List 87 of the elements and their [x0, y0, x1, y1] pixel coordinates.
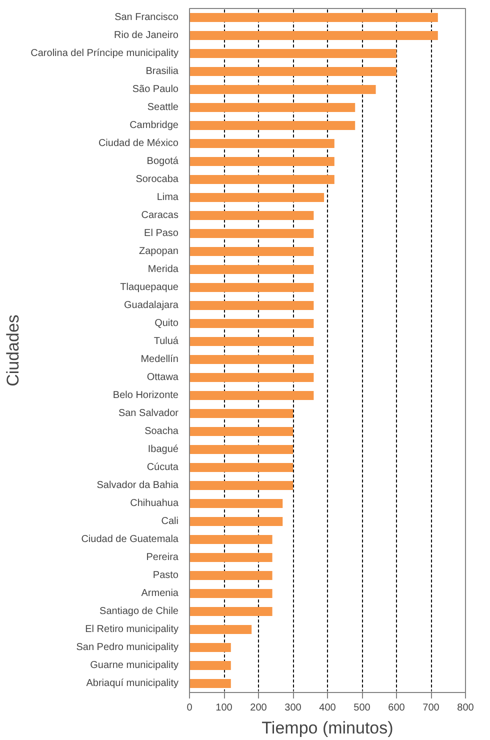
bar — [190, 157, 334, 166]
bar — [190, 373, 314, 382]
bar — [190, 193, 324, 202]
bar — [190, 553, 272, 562]
y-tick-label: San Francisco — [114, 12, 179, 23]
y-tick-label: Abriaquí municipality — [86, 678, 178, 689]
x-tick-label: 0 — [186, 702, 193, 714]
y-tick-label: Ibagué — [148, 444, 179, 455]
bar — [190, 103, 356, 112]
bar — [190, 517, 283, 526]
y-tick-label: Brasilia — [146, 66, 179, 77]
y-tick-label: Pasto — [152, 570, 179, 581]
bar — [190, 643, 231, 652]
y-tick-label: Pereira — [146, 552, 179, 563]
y-tick-label: El Retiro municipality — [85, 624, 179, 635]
bar — [190, 355, 314, 364]
y-tick-label: Bogotá — [146, 156, 179, 167]
y-tick-label: Tuluá — [154, 336, 179, 347]
bar — [190, 49, 396, 58]
y-tick-label: Ciudad de Guatemala — [81, 534, 179, 545]
x-tick-label: 200 — [250, 702, 268, 714]
y-tick-label: Medellín — [140, 354, 179, 365]
x-tick-label: 100 — [216, 702, 233, 714]
y-tick-label: Salvador da Bahia — [96, 480, 179, 491]
bar — [190, 589, 272, 598]
bar — [190, 319, 314, 328]
y-tick-label: Zapopan — [139, 246, 179, 257]
bar — [190, 139, 334, 148]
y-tick-label: Cali — [161, 516, 179, 527]
bar — [190, 283, 314, 292]
bar — [190, 229, 314, 238]
y-axis-title: Ciudades — [4, 314, 23, 386]
bar — [190, 499, 283, 508]
y-tick-label: Sorocaba — [136, 174, 179, 185]
x-tick-label: 600 — [388, 702, 406, 714]
x-tick-label: 400 — [319, 702, 336, 714]
bar — [190, 445, 293, 454]
y-tick-label: San Pedro municipality — [76, 642, 179, 653]
bar — [190, 85, 376, 94]
y-tick-label: Ottawa — [146, 372, 179, 383]
bar — [190, 121, 356, 130]
bar — [190, 265, 314, 274]
bar — [190, 661, 231, 670]
bar — [190, 175, 334, 184]
bar — [190, 625, 252, 634]
y-tick-label: Caracas — [141, 210, 179, 221]
bar — [190, 301, 314, 310]
y-tick-label: São Paulo — [132, 84, 179, 95]
x-tick-label: 500 — [354, 702, 371, 714]
y-tick-label: Guadalajara — [124, 300, 179, 311]
bar — [190, 535, 272, 544]
y-tick-label: Tlaquepaque — [120, 282, 179, 293]
x-tick-label: 700 — [422, 702, 440, 714]
bar — [190, 337, 314, 346]
y-tick-label: Cambridge — [130, 120, 179, 131]
y-tick-label: Seattle — [147, 102, 179, 113]
y-tick-label: Lima — [156, 192, 179, 203]
bar — [190, 13, 438, 22]
bar — [190, 247, 314, 256]
y-tick-label: Cúcuta — [146, 462, 179, 473]
bar — [190, 481, 293, 490]
bar — [190, 409, 293, 418]
y-tick-label: Soacha — [144, 426, 179, 437]
y-tick-label: Quito — [154, 318, 179, 329]
bar — [190, 571, 272, 580]
y-tick-label: Rio de Janeiro — [114, 30, 179, 41]
y-tick-label: Armenia — [141, 588, 179, 599]
y-tick-label: Belo Horizonte — [112, 390, 179, 401]
bar — [190, 427, 293, 436]
bar — [190, 211, 314, 220]
x-tick-label: 300 — [284, 702, 302, 714]
x-axis-title: Tiempo (minutos) — [262, 718, 394, 738]
y-tick-label: Santiago de Chile — [100, 606, 179, 617]
bar — [190, 607, 272, 616]
y-tick-label: Carolina del Príncipe municipality — [30, 48, 179, 59]
y-tick-label: Guarne municipality — [90, 660, 178, 671]
bar — [190, 391, 314, 400]
bar — [190, 679, 231, 688]
y-tick-label: Ciudad de México — [98, 138, 179, 149]
bar — [190, 31, 438, 40]
x-tick-label: 800 — [457, 702, 474, 714]
y-tick-label: Merida — [148, 264, 179, 275]
y-tick-label: El Paso — [144, 228, 179, 239]
y-tick-label: Chihuahua — [130, 498, 179, 509]
bar — [190, 463, 293, 472]
bar — [190, 67, 396, 76]
y-tick-label: San Salvador — [118, 408, 180, 419]
